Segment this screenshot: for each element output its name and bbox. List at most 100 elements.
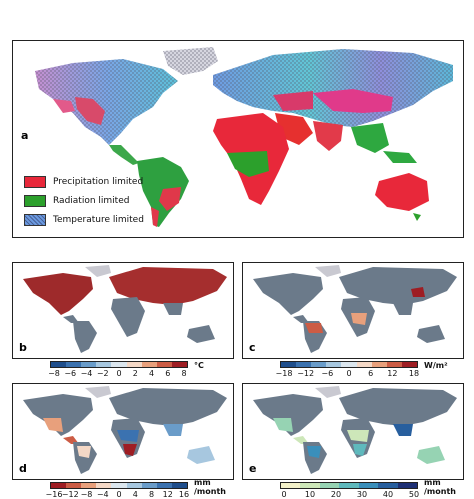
colorbar-c-tick-label: −6	[321, 369, 334, 378]
colorbar-d-segment	[51, 483, 67, 488]
panel-b-label: b	[19, 341, 27, 354]
colorbar-d-segment	[81, 483, 97, 488]
colorbar-e-segment	[358, 483, 379, 488]
colorbar-d-segment	[171, 483, 187, 488]
central-america	[109, 145, 139, 165]
colorbar-d-segment	[141, 483, 157, 488]
colorbar-b-tick-label: −8	[48, 369, 60, 378]
colorbar-d-segment	[66, 483, 82, 488]
panel-a-limitation-map: a	[12, 40, 464, 238]
panel-e-label: e	[249, 462, 257, 475]
colorbar-e-segment	[300, 483, 320, 488]
colorbar-c-unit: W/m²	[424, 361, 448, 370]
colorbar-c: −18 −12 −6 0 6 12 18 W/m²	[276, 361, 448, 383]
colorbar-b-tick-label: −2	[96, 369, 109, 378]
colorbar-c-segment	[326, 362, 342, 367]
colorbar-c-tick-label: −18	[275, 369, 293, 378]
colorbar-e-tick-label: 40	[382, 490, 394, 499]
india	[313, 121, 343, 151]
legend-swatch-temperature	[24, 213, 46, 226]
colorbar-e-segment	[281, 483, 301, 488]
colorbar-b-unit: °C	[194, 361, 204, 370]
colorbar-d-tick-label: −16	[45, 490, 63, 499]
panel-a-label: a	[21, 129, 29, 142]
colorbar-b-segment	[171, 362, 187, 367]
panel-c-radiation-map: c	[242, 262, 464, 359]
colorbar-d-tick-label: 12	[162, 490, 173, 499]
colorbar-b: −8 −6 −4 −2 0 2 4 6 8 °C	[48, 361, 204, 383]
colorbar-b-tick-label: −6	[64, 369, 77, 378]
colorbar-b-tick-label: 6	[165, 369, 171, 378]
colorbar-c-tick-label: 0	[346, 369, 352, 378]
australia	[375, 173, 429, 211]
colorbar-e-tick-label: 50	[408, 490, 420, 499]
colorbar-b-segment	[141, 362, 157, 367]
colorbar-e-segment	[319, 483, 340, 488]
colorbar-e-segment	[378, 483, 398, 488]
legend-swatch-radiation	[24, 194, 46, 207]
colorbar-e-tick-label: 10	[304, 490, 316, 499]
colorbar-b-segment	[111, 362, 127, 367]
colorbar-b-segment	[96, 362, 112, 367]
colorbar-c-segment	[356, 362, 372, 367]
colorbar-d-segment	[111, 483, 127, 488]
map-a	[35, 47, 453, 227]
colorbar-e: 0 10 20 30 40 50 mm/month	[280, 478, 456, 499]
colorbar-e-unit-line1: mm	[424, 478, 441, 487]
map-e	[253, 386, 457, 474]
colorbar-b-tick-label: 0	[116, 369, 122, 378]
colorbar-b-segment	[51, 362, 67, 367]
colorbar-d-tick-label: −12	[61, 490, 79, 499]
colorbar-d-gradient	[50, 482, 188, 489]
legend-item-radiation: Radiation limited	[24, 191, 144, 210]
colorbar-c-tick-label: 12	[387, 369, 398, 378]
se-asia	[351, 123, 389, 153]
legend-label-radiation: Radiation limited	[53, 195, 130, 206]
colorbar-b-segment	[66, 362, 82, 367]
limitation-legend: Precipitation limited Radiation limited …	[24, 172, 144, 229]
legend-swatch-precipitation	[24, 175, 46, 188]
colorbar-c-tick-label: 6	[368, 369, 374, 378]
colorbar-b-tick-label: 8	[181, 369, 187, 378]
colorbar-b-segment	[81, 362, 97, 367]
colorbar-e-segment	[397, 483, 417, 488]
colorbar-b-segment	[126, 362, 142, 367]
colorbar-d-unit: mm/month	[194, 478, 226, 496]
colorbar-c-segment	[281, 362, 297, 367]
panel-d-label: d	[19, 462, 27, 475]
colorbar-d-tick-label: 0	[116, 490, 122, 499]
map-c	[253, 265, 457, 353]
colorbar-e-gradient	[280, 482, 418, 489]
colorbar-d-unit-line2: /month	[194, 487, 226, 496]
panel-c-label: c	[249, 341, 256, 354]
colorbar-c-segment	[371, 362, 387, 367]
colorbar-b-segment	[156, 362, 172, 367]
colorbar-c-segment	[401, 362, 417, 367]
colorbar-e-tick-label: 30	[356, 490, 368, 499]
colorbar-c-segment	[341, 362, 357, 367]
colorbar-d-tick-label: −4	[96, 490, 109, 499]
panel-b-temperature-map: b	[12, 262, 234, 359]
colorbar-d-tick-label: 4	[132, 490, 138, 499]
legend-item-precipitation: Precipitation limited	[24, 172, 144, 191]
colorbar-d-tick-label: −8	[80, 490, 93, 499]
colorbar-c-tick-label: −12	[297, 369, 315, 378]
colorbar-e-tick-label: 20	[330, 490, 342, 499]
colorbar-e-tick-label: 0	[281, 490, 287, 499]
colorbar-e-unit-line2: /month	[424, 487, 456, 496]
legend-label-precipitation: Precipitation limited	[53, 176, 144, 187]
colorbar-c-segment	[296, 362, 312, 367]
colorbar-d-tick-label: 16	[178, 490, 190, 499]
map-d	[23, 386, 227, 474]
colorbar-e-segment	[339, 483, 359, 488]
colorbar-b-tick-label: 2	[132, 369, 138, 378]
legend-item-temperature: Temperature limited	[24, 210, 144, 229]
colorbar-c-segment	[311, 362, 327, 367]
legend-label-temperature: Temperature limited	[53, 214, 144, 225]
colorbar-d-tick-label: 8	[148, 490, 155, 499]
colorbar-c-gradient	[280, 361, 418, 368]
panel-e-precip-map: e	[242, 383, 464, 480]
panel-d-precip-change-map: d	[12, 383, 234, 480]
colorbar-b-tick-label: −4	[80, 369, 93, 378]
colorbar-d-unit-line1: mm	[194, 478, 211, 487]
